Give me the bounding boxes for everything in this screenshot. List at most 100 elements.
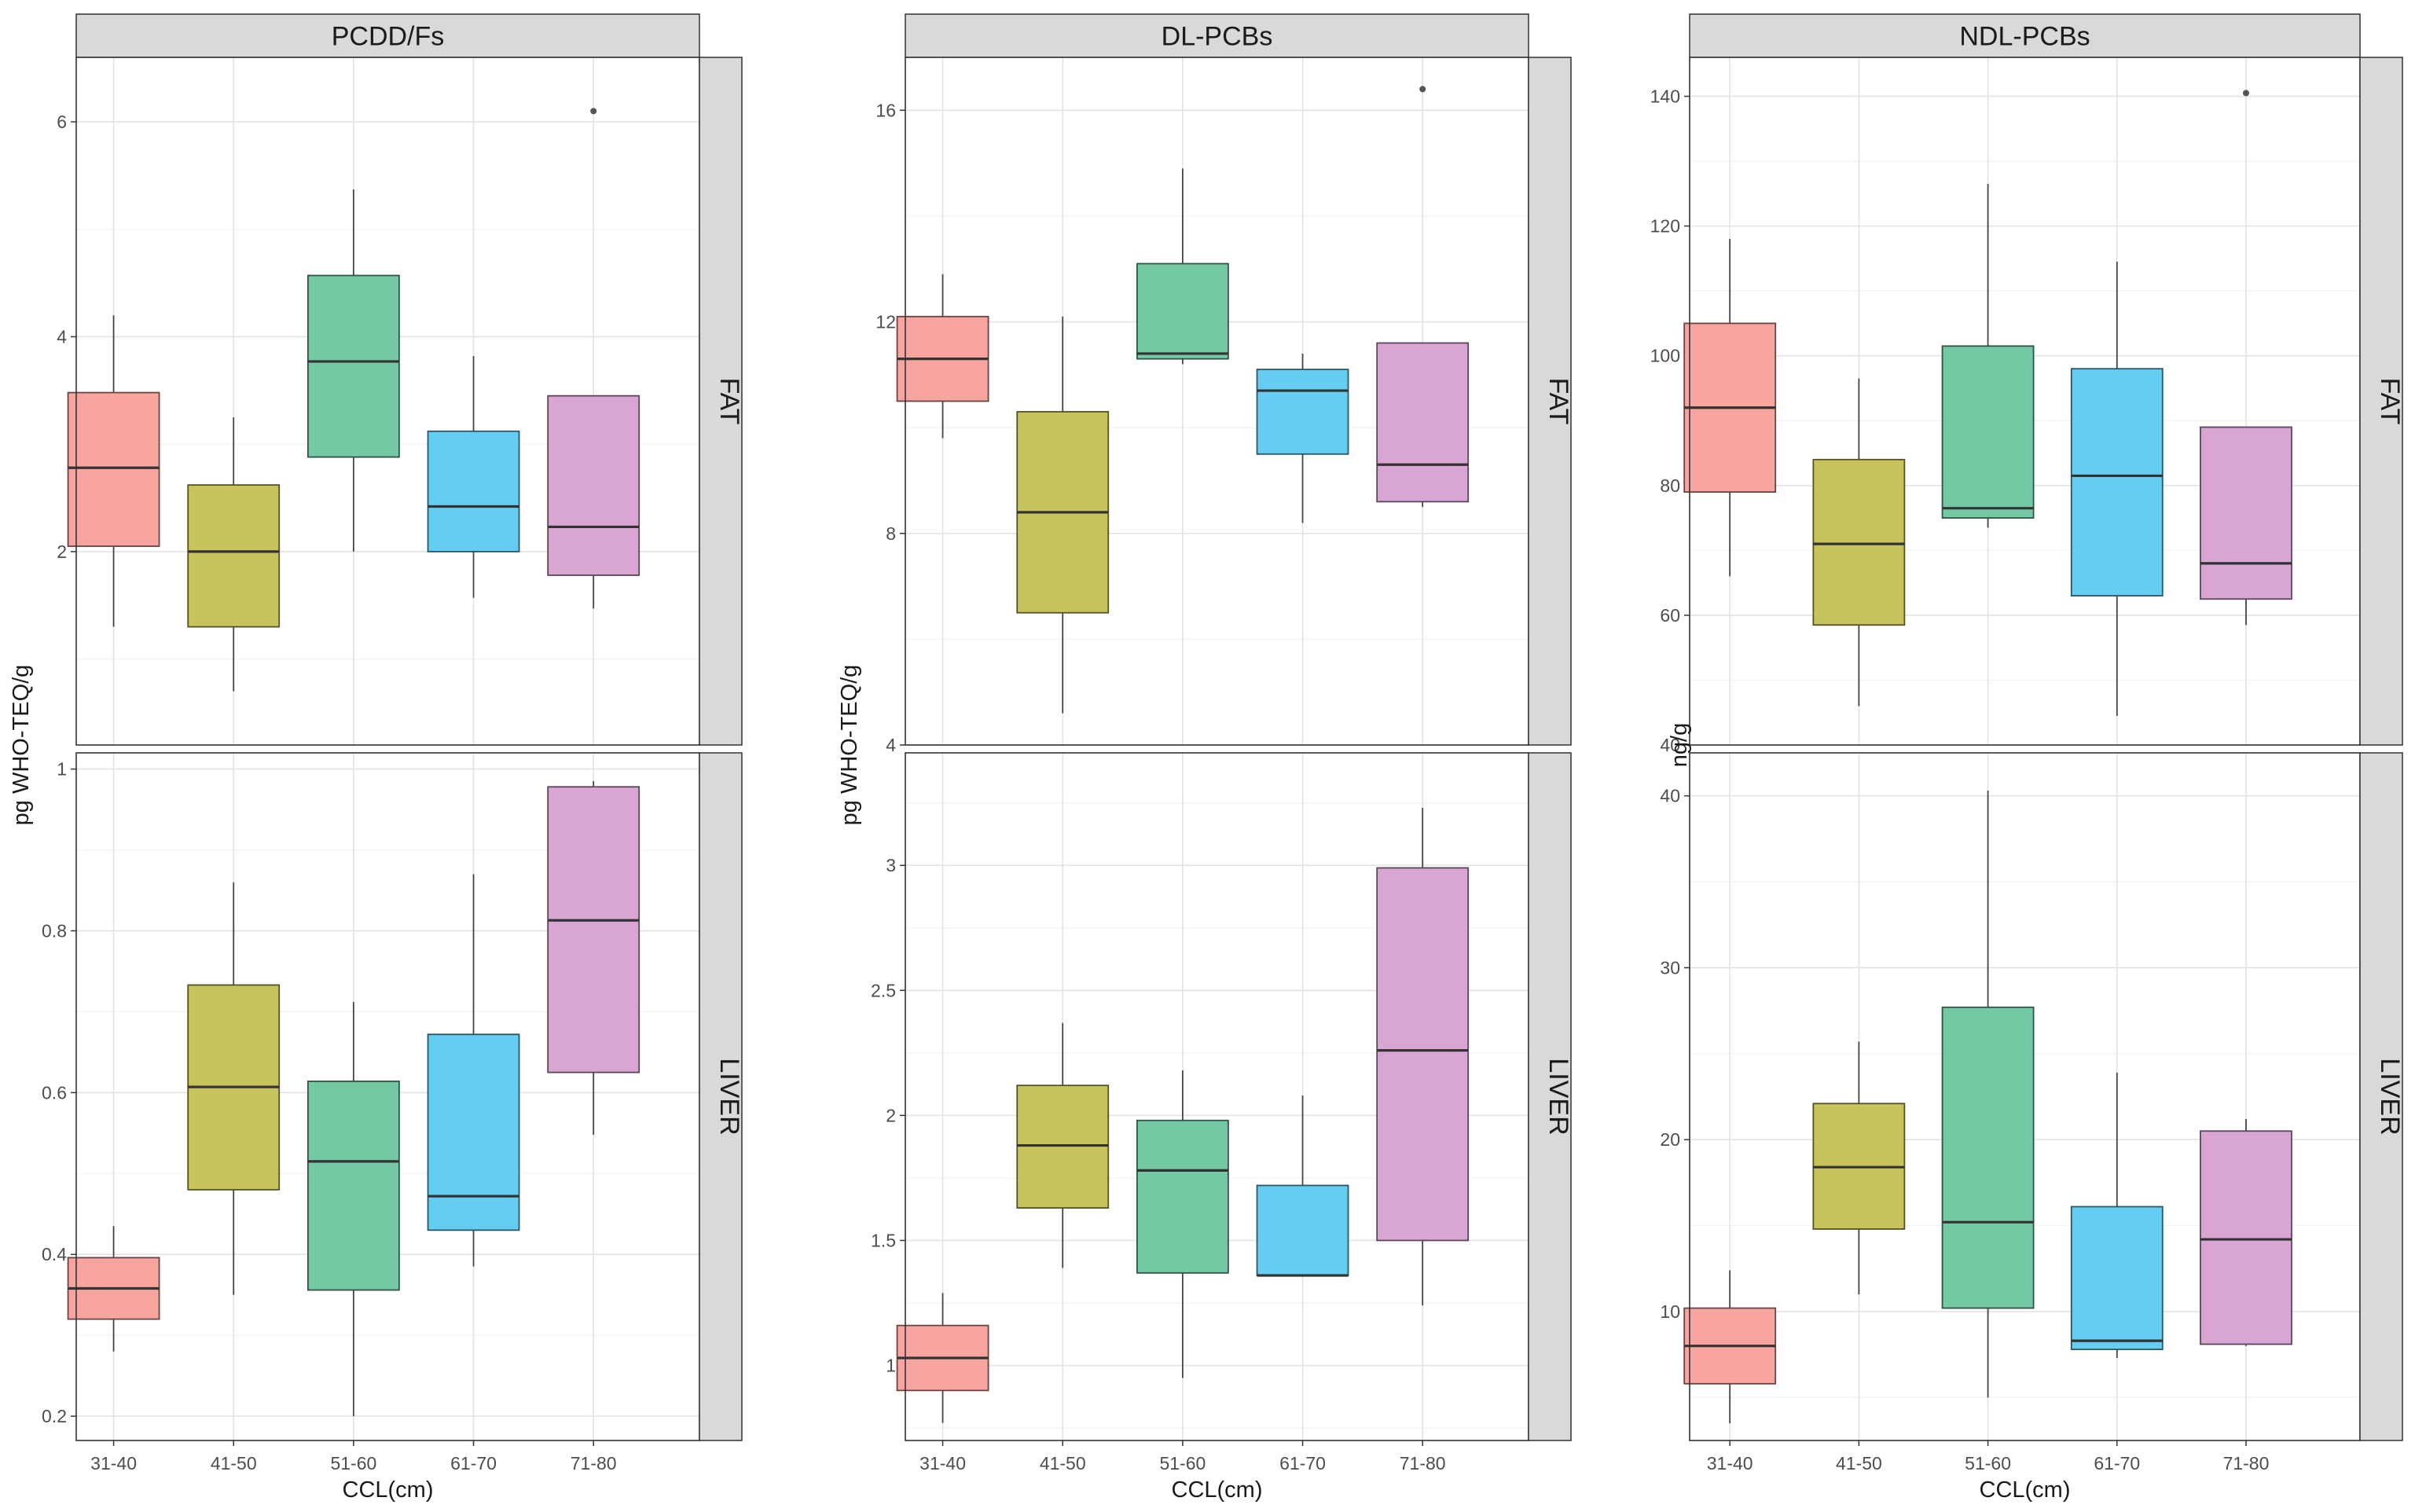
row-strip — [1528, 57, 1572, 746]
y-tick-label: 1.5 — [871, 1230, 896, 1250]
outlier-point — [590, 108, 597, 115]
box-51-60 — [1136, 168, 1229, 365]
x-tick-label: 31-40 — [919, 1453, 966, 1473]
box-51-60 — [306, 1002, 400, 1417]
box-iqr — [187, 484, 281, 628]
x-tick-label: 31-40 — [1707, 1453, 1753, 1473]
x-axis-title: CCL(cm) — [1172, 1477, 1263, 1503]
x-tick-label: 51-60 — [1159, 1453, 1206, 1473]
x-tick-label: 31-40 — [90, 1453, 137, 1473]
x-tick-label: 41-50 — [1040, 1453, 1086, 1473]
panel-2: NDL-PCBs 40 60 80 100 120 140 FAT 10 20 30 40 LIVER 3… — [1650, 13, 2405, 1503]
box-51-60 — [1941, 183, 2035, 528]
row-strip-label: LIVER — [714, 1058, 744, 1135]
x-tick-label: 51-60 — [1965, 1453, 2011, 1473]
y-tick-label: 80 — [1660, 475, 1680, 496]
x-tick-label: 71-80 — [1400, 1453, 1446, 1473]
x-tick-label: 61-70 — [450, 1453, 497, 1473]
y-tick-label: 20 — [1660, 1129, 1680, 1150]
facet-title-strip — [1689, 13, 2361, 58]
box-iqr — [547, 395, 640, 576]
outlier-point — [1419, 86, 1426, 93]
facet-title: DL-PCBs — [1162, 22, 1273, 52]
y-tick-label: 10 — [1660, 1301, 1680, 1322]
box-iqr — [1376, 342, 1470, 503]
row-strip — [2359, 57, 2403, 746]
box-61-70 — [1256, 1095, 1349, 1277]
box-41-50 — [187, 417, 281, 692]
x-tick-label: 71-80 — [2223, 1453, 2270, 1473]
box-iqr — [2200, 1130, 2292, 1345]
box-61-70 — [2070, 1072, 2164, 1358]
facet-title: PCDD/Fs — [332, 22, 445, 52]
y-tick-label: 60 — [1660, 605, 1680, 626]
row-strip-label: LIVER — [1543, 1058, 1573, 1135]
y-axis-title: pg WHO-TEQ/g — [837, 665, 862, 826]
panel-1: DL-PCBs 4 8 12 16 FAT 1 1.5 2 2.5 3 LIVER 31-40 41-50… — [837, 13, 1573, 1503]
y-axis-title: ng/g — [1667, 723, 1692, 767]
box-71-80 — [547, 781, 640, 1135]
box-iqr — [1256, 1184, 1349, 1276]
box-31-40 — [1683, 1270, 1777, 1424]
y-tick-label: 40 — [1660, 786, 1680, 806]
x-axis-title: CCL(cm) — [1980, 1477, 2071, 1503]
box-iqr — [1136, 262, 1229, 360]
box-51-60 — [1941, 791, 2035, 1398]
box-iqr — [306, 1081, 400, 1291]
row-strip-label: FAT — [1543, 378, 1573, 425]
x-tick-label: 41-50 — [1836, 1453, 1882, 1473]
box-41-50 — [1016, 1022, 1110, 1268]
y-tick-label: 1 — [886, 1356, 896, 1376]
row-strip-label: LIVER — [2375, 1058, 2405, 1135]
box-iqr — [2070, 368, 2164, 597]
box-iqr — [547, 786, 640, 1073]
y-tick-label: 0.6 — [42, 1082, 67, 1103]
y-tick-label: 140 — [1650, 86, 1680, 107]
box-71-80 — [2200, 1118, 2292, 1346]
x-tick-label: 71-80 — [571, 1453, 617, 1473]
y-tick-label: 16 — [875, 100, 896, 120]
y-tick-label: 2 — [886, 1105, 896, 1125]
box-iqr — [1941, 345, 2035, 519]
box-iqr — [306, 274, 400, 458]
box-51-60 — [1136, 1070, 1229, 1378]
box-71-80 — [1376, 86, 1470, 508]
y-tick-label: 0.4 — [42, 1244, 67, 1264]
box-41-50 — [1016, 316, 1110, 714]
box-iqr — [1136, 1119, 1229, 1274]
row-strip — [699, 752, 743, 1441]
y-tick-label: 2 — [57, 541, 67, 562]
box-iqr — [2070, 1206, 2164, 1350]
y-tick-label: 8 — [886, 523, 896, 544]
box-iqr — [1376, 867, 1470, 1242]
box-31-40 — [67, 315, 160, 627]
y-tick-label: 4 — [886, 735, 896, 755]
facet-title-strip — [75, 13, 700, 58]
x-tick-label: 41-50 — [211, 1453, 257, 1473]
box-61-70 — [2070, 262, 2164, 716]
y-axis-title: pg WHO-TEQ/g — [9, 665, 34, 826]
box-iqr — [2200, 426, 2292, 600]
y-tick-label: 120 — [1650, 216, 1680, 237]
x-tick-label: 61-70 — [1279, 1453, 1326, 1473]
y-tick-label: 3 — [886, 855, 896, 875]
box-iqr — [1941, 1006, 2035, 1309]
box-71-80 — [547, 108, 640, 609]
y-tick-label: 40 — [1660, 735, 1680, 755]
facet-title: NDL-PCBs — [1959, 22, 2090, 52]
box-iqr — [427, 1033, 520, 1231]
box-iqr — [427, 430, 520, 552]
x-tick-label: 51-60 — [330, 1453, 376, 1473]
box-31-40 — [896, 1293, 989, 1423]
outlier-point — [2242, 90, 2249, 97]
box-31-40 — [896, 273, 989, 439]
y-tick-label: 1 — [57, 759, 67, 780]
box-61-70 — [427, 874, 520, 1267]
y-tick-label: 0.8 — [42, 920, 67, 941]
row-strip-label: FAT — [714, 378, 744, 425]
panel-0: PCDD/Fs 2 4 6 FAT 0.2 0.4 0.6 0.8 1 LIVER 31-40 41-5… — [9, 13, 744, 1503]
box-51-60 — [306, 189, 400, 552]
box-71-80 — [1376, 808, 1470, 1306]
box-41-50 — [1812, 378, 1906, 706]
